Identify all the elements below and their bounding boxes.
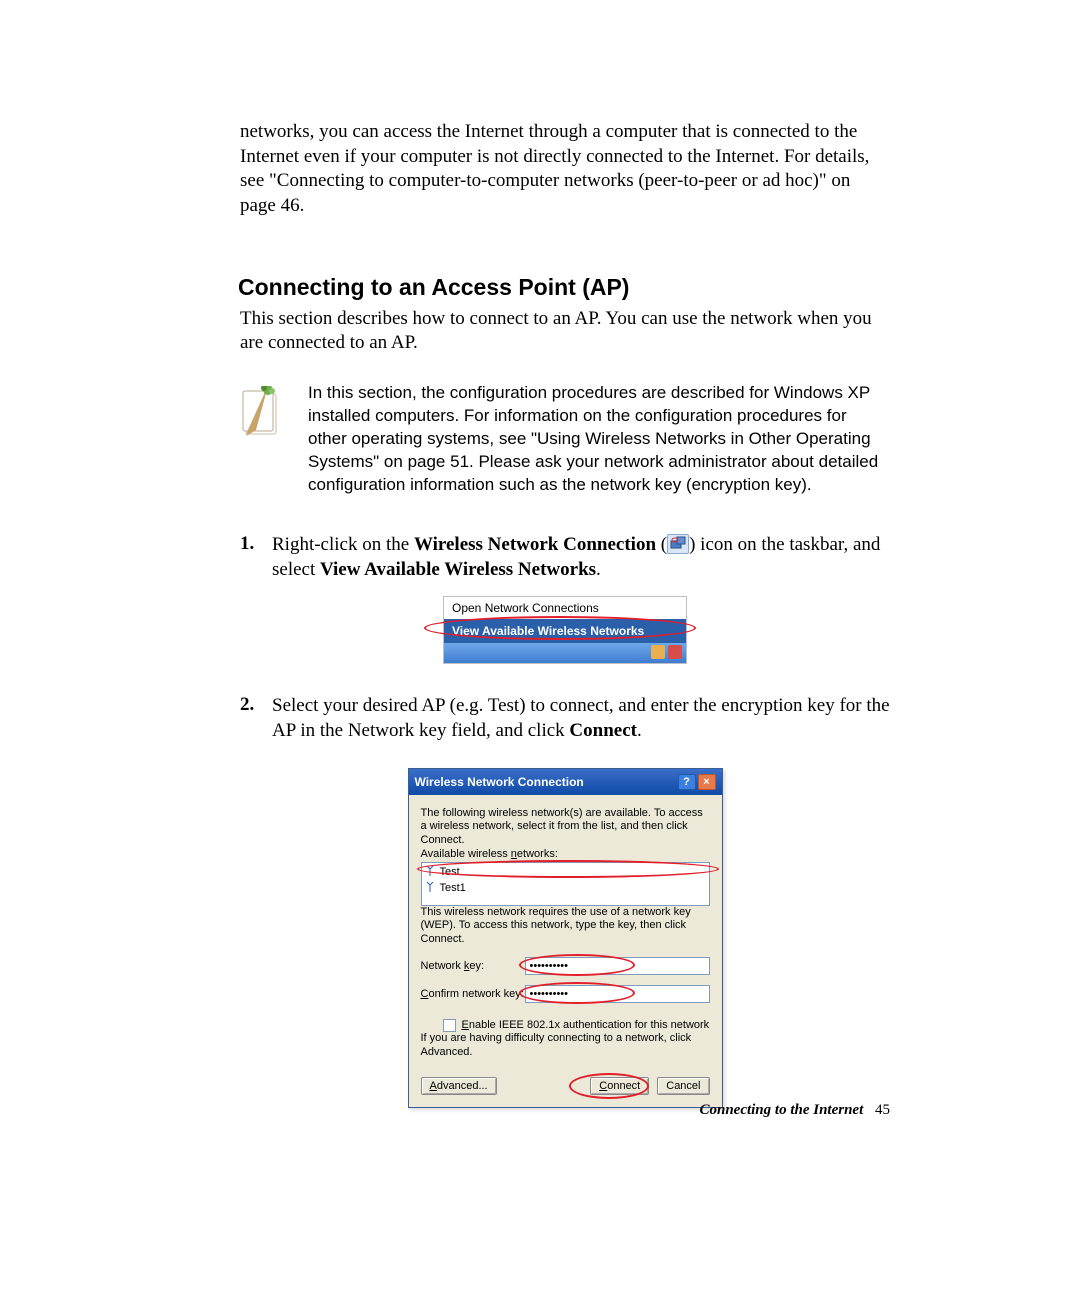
available-networks-label: Available wireless networks: [421,848,710,862]
dialog-buttons: Advanced... Connect Cancel [421,1077,710,1095]
network-key-row: Network key: [421,957,710,975]
dialog-title: Wireless Network Connection [415,775,678,789]
note-block: In this section, the configuration proce… [240,382,890,497]
context-menu-figure: Open Network Connections View Available … [443,596,687,664]
confirm-key-row: Confirm network key: [421,985,710,1003]
enable-8021x-row: Enable IEEE 802.1x authentication for th… [421,1019,710,1032]
networks-listbox[interactable]: Test Test1 [421,862,710,906]
step-2: 2. Select your desired AP (e.g. Test) to… [240,694,890,743]
help-button[interactable]: ? [678,774,696,790]
advanced-button[interactable]: Advanced... [421,1077,497,1095]
connect-button[interactable]: Connect [590,1077,649,1095]
enable-8021x-label: Enable IEEE 802.1x authentication for th… [462,1019,710,1031]
enable-8021x-checkbox[interactable] [443,1019,456,1032]
highlight-ring [417,860,719,878]
page-footer: Connecting to the Internet 45 [699,1102,890,1119]
step-1-text: Right-click on the Wireless Network Conn… [272,533,890,582]
dialog-intro: The following wireless network(s) are av… [421,807,710,848]
antenna-icon [426,866,434,876]
taskbar-tray [444,643,686,663]
note-icon [240,386,284,442]
network-key-input[interactable] [525,957,710,975]
step-1-number: 1. [240,533,260,582]
tray-icon [651,645,665,659]
list-item[interactable]: Test [422,863,709,879]
intro-paragraph: networks, you can access the Internet th… [240,120,890,219]
confirm-key-input[interactable] [525,985,710,1003]
wireless-tray-icon [667,534,689,554]
footer-label: Connecting to the Internet [699,1102,863,1118]
tray-icon [668,645,682,659]
cancel-button[interactable]: Cancel [657,1077,709,1095]
confirm-key-label: Confirm network key: [421,988,525,1000]
difficulty-note: If you are having difficulty connecting … [421,1032,710,1060]
wireless-dialog: Wireless Network Connection ? × The foll… [408,768,723,1109]
page-number: 45 [875,1102,890,1118]
network-key-label: Network key: [421,960,525,972]
section-heading: Connecting to an Access Point (AP) [238,274,890,301]
close-button[interactable]: × [698,774,716,790]
list-item[interactable]: Test1 [422,879,709,895]
dialog-titlebar: Wireless Network Connection ? × [409,769,722,795]
step-2-text: Select your desired AP (e.g. Test) to co… [272,694,890,743]
antenna-icon [426,882,434,892]
section-intro: This section describes how to connect to… [240,307,890,356]
note-text: In this section, the configuration proce… [308,382,890,497]
wep-note: This wireless network requires the use o… [421,906,710,947]
menu-item-view-networks[interactable]: View Available Wireless Networks [444,619,686,643]
step-2-number: 2. [240,694,260,743]
step-1: 1. Right-click on the Wireless Network C… [240,533,890,582]
menu-item-open[interactable]: Open Network Connections [444,597,686,619]
